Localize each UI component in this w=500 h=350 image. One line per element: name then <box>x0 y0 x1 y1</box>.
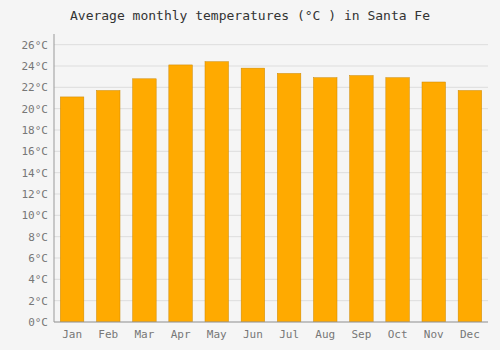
y-axis: 0°C 2°C 4°C 6°C 8°C 10°C 12°C 14°C 16°C 18°C 20°C 2… <box>22 39 489 329</box>
y-tick-label: 24°C <box>22 60 49 73</box>
y-tick-label: 20°C <box>22 103 49 116</box>
bar <box>458 91 482 322</box>
x-tick-label: Jun <box>243 328 263 341</box>
x-tick-label: Apr <box>171 328 191 341</box>
page: {"chart_data": {"type": "bar", "title": … <box>0 0 500 350</box>
bar <box>422 82 446 322</box>
y-tick-label: 8°C <box>28 231 48 244</box>
bar <box>60 97 84 322</box>
bar <box>205 62 229 322</box>
x-tick-label: Jan <box>62 328 82 341</box>
x-axis: Jan Feb Mar Apr May Jun Jul Aug Sep Oct Nov Dec <box>62 328 480 341</box>
bar <box>169 65 193 322</box>
y-tick-label: 14°C <box>22 167 49 180</box>
y-tick-label: 12°C <box>22 188 49 201</box>
grid-line <box>54 44 488 45</box>
bar <box>350 76 374 322</box>
y-tick-label: 18°C <box>22 124 49 137</box>
x-tick-label: Oct <box>388 328 408 341</box>
x-tick-label: Feb <box>98 328 118 341</box>
x-tick-label: May <box>207 328 227 341</box>
grid-line <box>54 322 488 323</box>
bar <box>96 91 120 322</box>
y-tick-label: 10°C <box>22 209 49 222</box>
x-tick-label: Jul <box>279 328 299 341</box>
x-tick-label: Dec <box>460 328 480 341</box>
bars <box>60 62 481 322</box>
x-axis-line <box>54 322 488 323</box>
bar <box>277 73 301 322</box>
bar <box>386 78 410 322</box>
bar <box>241 68 265 322</box>
y-tick-label: 4°C <box>28 273 48 286</box>
y-tick-label: 0°C <box>28 316 48 329</box>
y-tick-label: 22°C <box>22 81 49 94</box>
y-tick-label: 16°C <box>22 145 49 158</box>
chart: Average monthly temperatures (°C ) in Sa… <box>0 0 500 350</box>
y-tick-label: 26°C <box>22 39 49 52</box>
x-tick-label: Aug <box>315 328 335 341</box>
x-tick-label: Sep <box>351 328 371 341</box>
bar <box>313 78 337 322</box>
bar <box>133 79 157 322</box>
y-axis-line <box>54 34 55 322</box>
grid-line <box>54 66 488 67</box>
x-tick-label: Nov <box>424 328 444 341</box>
x-tick-label: Mar <box>134 328 154 341</box>
y-tick-label: 2°C <box>28 295 48 308</box>
title: Average monthly temperatures (°C ) in Sa… <box>70 8 430 23</box>
y-tick-label: 6°C <box>28 252 48 265</box>
